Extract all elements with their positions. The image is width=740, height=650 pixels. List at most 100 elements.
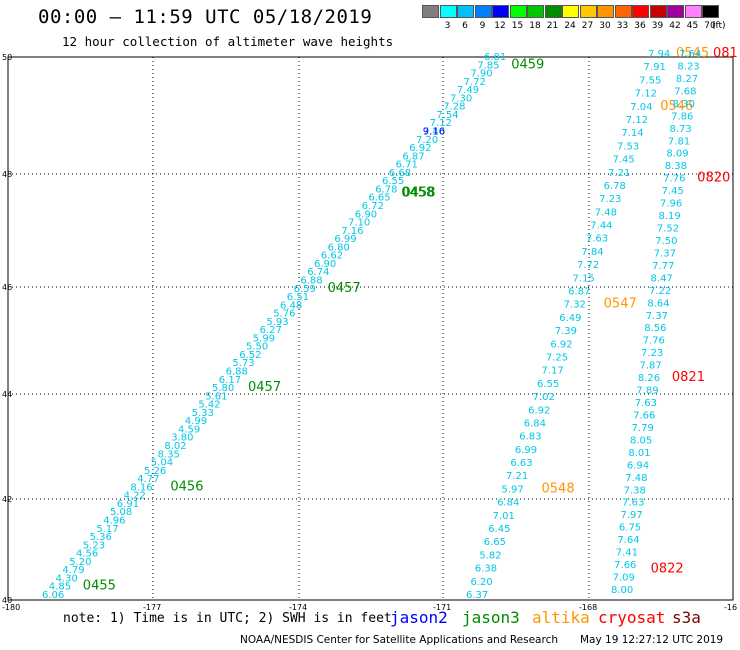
swh-value: 7.54 xyxy=(436,110,458,121)
swh-value: 7.37 xyxy=(654,248,676,259)
swh-value: 4.85 xyxy=(49,582,71,593)
color-scale-label: 15 xyxy=(511,21,524,31)
swh-value: 5.99 xyxy=(253,333,275,344)
swh-value: 6.83 xyxy=(519,432,541,443)
swh-value: 8.05 xyxy=(630,435,652,446)
swh-value: 7.41 xyxy=(616,548,638,559)
swh-value: 6.88 xyxy=(226,367,248,378)
swh-value: 6.27 xyxy=(260,325,282,336)
swh-value: 7.63 xyxy=(622,498,644,509)
color-scale-label: 45 xyxy=(686,21,699,31)
utc-time-label: 0821 xyxy=(672,370,705,385)
utc-time-label: 0459 xyxy=(511,57,544,72)
map-subtitle: 12 hour collection of altimeter wave hei… xyxy=(62,34,394,49)
swh-value: 7.66 xyxy=(633,410,655,421)
swh-value: 5.20 xyxy=(69,557,91,568)
swh-value: 4.99 xyxy=(185,416,207,427)
lat-tick-label: 42 xyxy=(2,495,12,504)
map-frame xyxy=(7,56,734,601)
swh-value: 7.50 xyxy=(655,236,677,247)
swh-value: 5.08 xyxy=(110,507,132,518)
swh-value: 7.64 xyxy=(679,49,701,60)
swh-value: 5.93 xyxy=(266,317,288,328)
color-swatch xyxy=(439,5,457,18)
swh-value: 7.09 xyxy=(613,573,635,584)
swh-value: 8.47 xyxy=(651,273,673,284)
swh-value: 4.22 xyxy=(124,491,146,502)
swh-value: 7.91 xyxy=(644,62,666,73)
swh-value: 7.45 xyxy=(612,155,634,166)
color-swatch xyxy=(597,5,614,18)
swh-value: 7.02 xyxy=(533,392,555,403)
swh-value: 7.89 xyxy=(636,386,658,397)
swh-value: 6.87 xyxy=(402,151,424,162)
swh-value: 8.73 xyxy=(670,124,692,135)
swh-value: 6.92 xyxy=(409,143,431,154)
swh-value: 5.61 xyxy=(205,391,227,402)
color-swatch xyxy=(457,5,474,18)
swh-value: 6.71 xyxy=(396,160,418,171)
swh-value: 7.48 xyxy=(625,473,647,484)
swh-value: 6.74 xyxy=(307,267,329,278)
swh-value: 6.48 xyxy=(280,300,302,311)
swh-value: 7.64 xyxy=(617,535,639,546)
lat-tick-label: 48 xyxy=(2,170,12,179)
swh-value: 4.79 xyxy=(62,565,84,576)
swh-value: 8.56 xyxy=(644,323,666,334)
color-swatch xyxy=(562,5,579,18)
swh-value: 6.37 xyxy=(466,590,488,601)
swh-value: 4.96 xyxy=(103,516,125,527)
legend-s3a: s3a xyxy=(672,608,701,627)
swh-value: 6.92 xyxy=(550,339,572,350)
swh-value: 7.44 xyxy=(590,221,612,232)
swh-value: 6.59 xyxy=(294,284,316,295)
color-scale-label: 42 xyxy=(669,21,681,31)
legend-jason2: jason2 xyxy=(390,608,448,627)
swh-value: 6.80 xyxy=(328,242,350,253)
swh-value: 7.66 xyxy=(614,560,636,571)
swh-value: 5.50 xyxy=(246,342,268,353)
swh-value: 7.52 xyxy=(657,224,679,235)
color-scale-label: 70 xyxy=(704,21,716,31)
swh-value: 7.72 xyxy=(464,77,486,88)
color-swatch xyxy=(422,5,439,18)
map-title: 00:00 – 11:59 UTC 05/18/2019 xyxy=(38,6,373,28)
utc-time-label: 0546 xyxy=(660,99,693,114)
swh-value: 7.12 xyxy=(626,115,648,126)
swh-value: 7.38 xyxy=(624,485,646,496)
utc-time-label: 0458 xyxy=(401,185,434,200)
swh-value: 5.42 xyxy=(198,400,220,411)
swh-value: 5.76 xyxy=(273,309,295,320)
swh-value: 7.10 xyxy=(348,218,370,229)
swh-value: 6.17 xyxy=(219,375,241,386)
swh-value: 7.94 xyxy=(648,49,670,60)
swh-value: 6.92 xyxy=(528,405,550,416)
footnote-text: note: 1) Time is in UTC; 2) SWH is in fe… xyxy=(63,611,392,626)
swh-value: 4.30 xyxy=(56,573,78,584)
swh-value: 6.62 xyxy=(321,251,343,262)
color-swatch xyxy=(632,5,649,18)
swh-value: 6.90 xyxy=(314,259,336,270)
swh-value: 5.17 xyxy=(96,524,118,535)
swh-value: 7.86 xyxy=(671,111,693,122)
swh-value: 7.39 xyxy=(555,326,577,337)
swh-value: 5.36 xyxy=(90,532,112,543)
color-swatch xyxy=(649,5,667,18)
swh-value: 7.85 xyxy=(477,60,499,71)
swh-value: 5.82 xyxy=(479,550,501,561)
lat-tick-label: 40 xyxy=(2,596,12,605)
swh-value: 6.99 xyxy=(334,234,356,245)
swh-value: 7.16 xyxy=(341,226,363,237)
swh-value: 8.27 xyxy=(676,74,698,85)
swh-value: 6.55 xyxy=(382,176,404,187)
swh-value: 7.68 xyxy=(674,86,696,97)
swh-value: 8.30 xyxy=(673,99,695,110)
utc-time-label: 0545 xyxy=(676,46,709,61)
swh-value: 7.49 xyxy=(457,85,479,96)
swh-value: 7.48 xyxy=(595,207,617,218)
utc-time-label: 0820 xyxy=(697,171,730,186)
utc-time-label: 0457 xyxy=(328,281,361,296)
swh-value: 7.14 xyxy=(621,128,643,139)
swh-value: 6.99 xyxy=(515,445,537,456)
swh-value: 7.76 xyxy=(663,174,685,185)
